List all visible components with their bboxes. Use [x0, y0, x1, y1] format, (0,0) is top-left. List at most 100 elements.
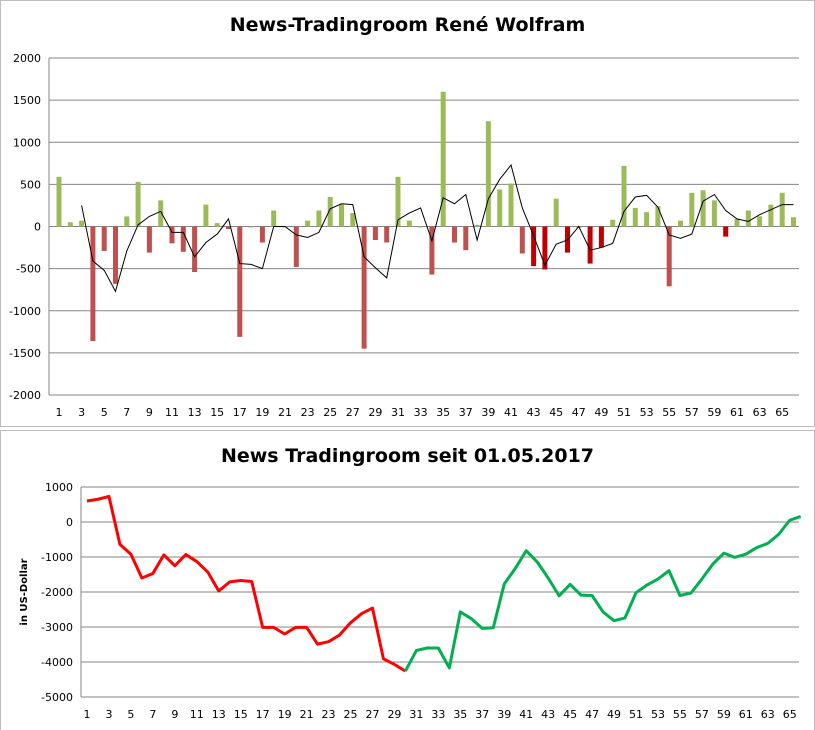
bar: [666, 226, 672, 287]
x-tick-label: 19: [255, 406, 269, 419]
x-tick-label: 5: [127, 708, 134, 721]
bar: [293, 226, 299, 267]
y-tick-label: 2000: [13, 52, 41, 65]
bar: [542, 226, 548, 270]
bar: [678, 220, 683, 227]
bar: [440, 91, 446, 227]
y-tick-label: -1500: [9, 347, 41, 360]
bar: [734, 218, 740, 227]
bar: [339, 204, 344, 227]
y-axis-title: in US-Dollar: [19, 558, 30, 625]
x-tick-label: 19: [278, 708, 292, 721]
bar: [745, 210, 751, 227]
x-tick-label: 1: [56, 406, 63, 419]
x-tick-label: 35: [453, 708, 467, 721]
chart-title: News-Tradingroom René Wolfram: [229, 14, 586, 36]
x-tick-label: 7: [149, 708, 156, 721]
bar: [779, 192, 785, 227]
x-tick-label: 39: [481, 406, 495, 419]
y-tick-label: 0: [66, 516, 73, 529]
x-tick-label: 23: [301, 406, 315, 419]
x-tick-label: 7: [123, 406, 130, 419]
y-tick-label: -1000: [9, 305, 41, 318]
y-tick-label: 0: [34, 221, 41, 234]
x-tick-label: 29: [387, 708, 401, 721]
cumulative-line-recovery-phase: [404, 514, 802, 672]
bar: [485, 121, 491, 227]
x-tick-label: 57: [695, 708, 709, 721]
bar: [689, 192, 695, 227]
x-tick-label: 41: [504, 406, 518, 419]
x-tick-label: 15: [234, 708, 248, 721]
x-tick-label: 53: [651, 708, 665, 721]
x-tick-label: 27: [365, 708, 379, 721]
y-tick-label: 1000: [13, 136, 41, 149]
bar: [350, 213, 356, 227]
x-tick-label: 63: [753, 406, 767, 419]
bar: [237, 226, 243, 337]
bar: [587, 226, 593, 264]
bar: [553, 198, 559, 227]
x-tick-label: 45: [563, 708, 577, 721]
x-tick-label: 25: [344, 708, 358, 721]
bar: [723, 226, 729, 237]
bar: [113, 226, 118, 284]
y-tick-label: 1500: [13, 94, 41, 107]
y-tick-label: 1000: [45, 481, 73, 494]
bar: [598, 226, 604, 248]
x-tick-label: 51: [629, 708, 643, 721]
x-tick-label: 17: [256, 708, 270, 721]
bar: [90, 226, 96, 342]
x-tick-label: 49: [594, 406, 608, 419]
x-tick-label: 55: [662, 406, 676, 419]
bar: [497, 189, 503, 227]
bar: [395, 176, 401, 227]
y-tick-label: -5000: [41, 691, 73, 704]
bar: [271, 210, 277, 227]
x-tick-label: 11: [165, 406, 179, 419]
x-tick-label: 59: [717, 708, 731, 721]
x-tick-label: 57: [685, 406, 699, 419]
x-tick-label: 21: [300, 708, 314, 721]
x-tick-label: 33: [414, 406, 428, 419]
y-tick-label: -1000: [41, 551, 73, 564]
bar: [316, 210, 322, 227]
x-tick-label: 9: [146, 406, 153, 419]
bar: [621, 165, 627, 227]
x-tick-label: 65: [783, 708, 797, 721]
x-tick-label: 25: [323, 406, 337, 419]
y-tick-label: -2000: [9, 389, 41, 402]
bar: [644, 212, 650, 227]
bar: [791, 217, 796, 227]
cumulative-chart: News Tradingroom seit 01.05.2017 1000 0 -1…: [0, 430, 815, 730]
x-tick-label: 35: [436, 406, 450, 419]
x-tick-label: 9: [171, 708, 178, 721]
x-tick-label: 27: [346, 406, 360, 419]
y-tick-label: -3000: [41, 621, 73, 634]
x-tick-label: 13: [212, 708, 226, 721]
bar: [192, 226, 198, 272]
bar: [452, 226, 457, 243]
bar: [418, 226, 424, 228]
x-tick-label: 55: [673, 708, 687, 721]
x-tick-label: 39: [497, 708, 511, 721]
x-tick-label: 29: [368, 406, 382, 419]
x-tick-label: 41: [519, 708, 533, 721]
bar: [226, 226, 231, 230]
x-tick-label: 11: [190, 708, 204, 721]
bar: [610, 219, 616, 227]
moving-average-line: [81, 163, 794, 293]
bar: [146, 226, 152, 253]
x-tick-label: 53: [640, 406, 654, 419]
bar: [429, 226, 435, 275]
bar: [101, 226, 107, 251]
x-tick-label: 13: [188, 406, 202, 419]
bar: [203, 204, 209, 227]
bar: [508, 183, 514, 227]
x-tick-label: 15: [210, 406, 224, 419]
x-tick-label: 37: [475, 708, 489, 721]
bar: [124, 216, 130, 227]
